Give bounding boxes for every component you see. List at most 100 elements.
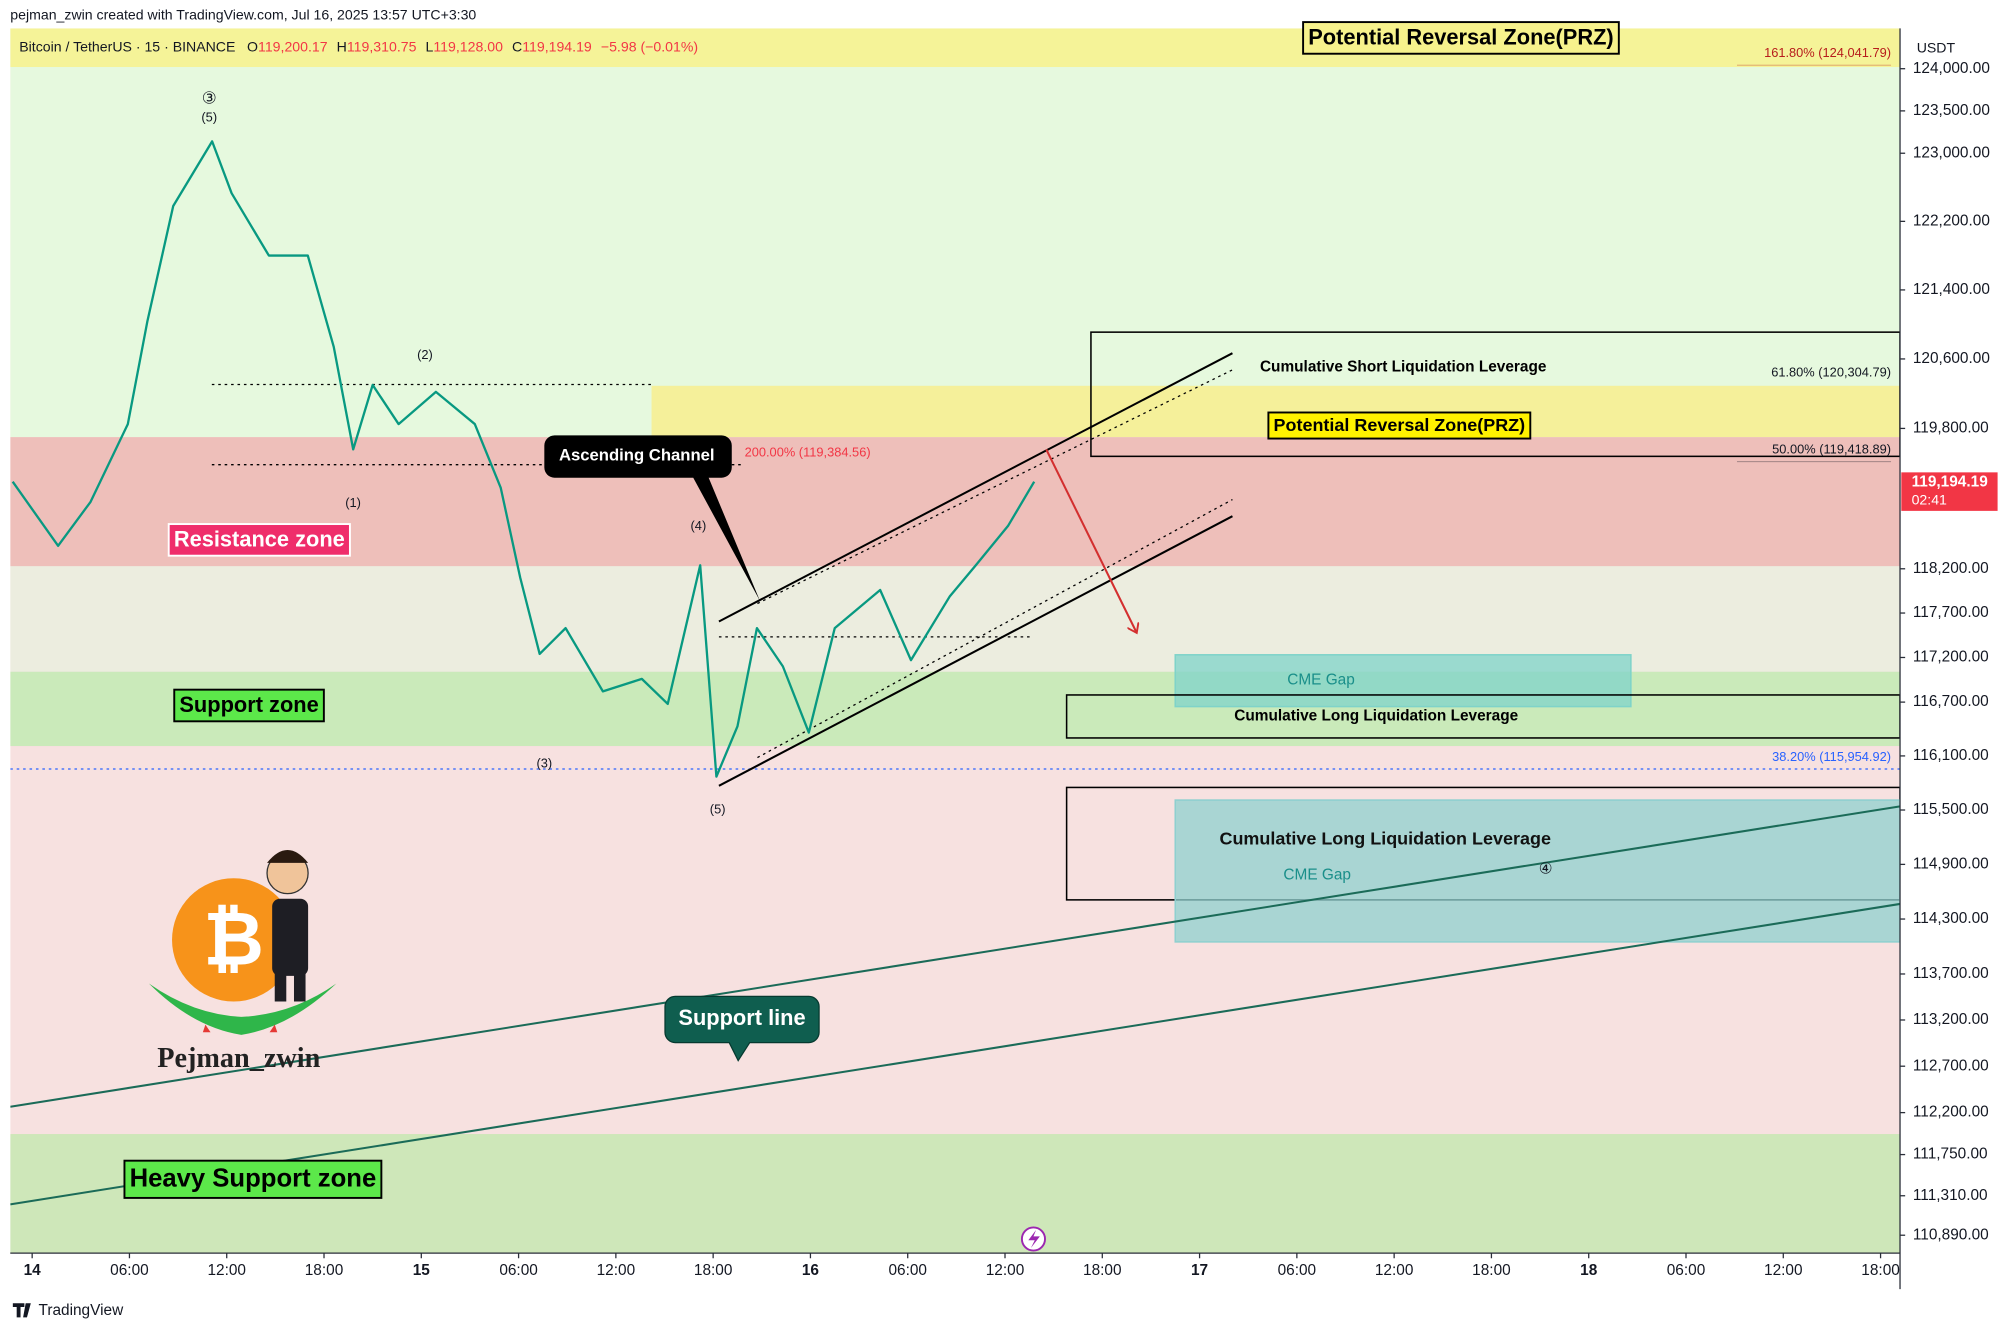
y-tick-label: 116,700.00 [1913, 693, 1989, 710]
zone-label-box [1267, 411, 1532, 440]
callout-shape [664, 995, 820, 1062]
wave-label: (3) [536, 755, 552, 770]
fib-label: 50.00% (119,418.89) [1772, 442, 1891, 457]
y-axis-panel [1900, 28, 2013, 1290]
x-tick-label: 06:00 [888, 1262, 927, 1279]
y-tick-label: 118,200.00 [1913, 560, 1989, 577]
axes: 124,000.00 123,500.00 123,000.00 122,200.00… [24, 60, 1998, 1279]
unit-box [1907, 36, 1998, 62]
y-tick-label: 114,300.00 [1913, 910, 1989, 927]
zone-label-box [1302, 21, 1620, 55]
y-tick-label: 119,800.00 [1913, 419, 1989, 436]
y-tick-label: 112,200.00 [1913, 1104, 1989, 1121]
logo-figure [267, 850, 309, 863]
x-tick-label: 06:00 [1278, 1262, 1317, 1279]
x-tick-label: 06:00 [499, 1262, 538, 1279]
y-tick-label: 111,750.00 [1913, 1146, 1988, 1163]
box-label: Cumulative Short Liquidation Leverage [1260, 358, 1547, 375]
cme-gap [1174, 654, 1632, 708]
channel-midline [757, 369, 1233, 605]
x-tick-label: 12:00 [986, 1262, 1025, 1279]
y-tick-label: 113,200.00 [1913, 1011, 1989, 1028]
x-tick-label: 12:00 [1764, 1262, 1803, 1279]
last-price-label: 119,194.19 [1912, 474, 1988, 491]
y-tick-label: 121,400.00 [1913, 281, 1990, 298]
x-tick-label: 18:00 [1861, 1262, 1900, 1279]
support-line-callout: Support line [664, 995, 820, 1062]
ohlc-value: 119,200.17 [258, 38, 328, 54]
brand-mark [12, 1303, 31, 1318]
ohlc-value: 119,128.00 [433, 38, 503, 54]
trendlines [10, 352, 1901, 1206]
logo-symbol: ₿ [203, 898, 264, 981]
zone-label: Support zone [179, 692, 318, 717]
y-tick-label: 117,700.00 [1913, 604, 1989, 621]
x-tick-label: 18:00 [1472, 1262, 1511, 1279]
fib-label: 200.00% (119,384.56) [745, 445, 871, 460]
y-tick-label: 115,500.00 [1913, 801, 1989, 818]
channel-midline [757, 498, 1233, 759]
y-tick-label: 122,200.00 [1913, 212, 1990, 229]
support-line [10, 902, 1901, 1206]
fib-label: 61.80% (120,304.79) [1771, 364, 1891, 379]
x-tick-label: 14 [24, 1262, 42, 1279]
logo-name: Pejman_zwin [157, 1043, 320, 1074]
callout-text: Ascending Channel [559, 445, 715, 464]
wave-label: (1) [345, 495, 361, 510]
credit: pejman_zwin created with TradingView.com… [10, 6, 476, 22]
ohlc-key: C [512, 38, 522, 54]
cme-gap [1174, 799, 1901, 943]
wave-label: (4) [691, 518, 707, 533]
fib-label: 38.20% (115,954.92) [1772, 749, 1891, 764]
channel-line [718, 515, 1233, 787]
box-label: CME Gap [1283, 867, 1351, 884]
zone-label: Potential Reversal Zone(PRZ) [1274, 415, 1526, 435]
symbol: Bitcoin / TetherUS · 15 · BINANCE [19, 38, 235, 54]
x-tick-label: 16 [802, 1262, 819, 1279]
price-line [11, 140, 1036, 778]
event-icon-bolt [1028, 1230, 1040, 1248]
ohlc-value: 119,310.75 [347, 38, 417, 54]
x-tick-label: 06:00 [110, 1262, 149, 1279]
y-tick-label: 110,890.00 [1913, 1226, 1989, 1243]
ascending-channel-callout: Ascending Channel [544, 435, 761, 601]
logo-figure [274, 973, 287, 1002]
x-tick-label: 06:00 [1667, 1262, 1706, 1279]
y-tick-label: 111,310.00 [1913, 1187, 1988, 1204]
zone-label: Heavy Support zone [130, 1165, 377, 1193]
x-tick-label: 12:00 [1375, 1262, 1414, 1279]
y-tick-label: 120,600.00 [1913, 350, 1990, 367]
last-price-tag [1901, 472, 1998, 511]
y-tick-label: 114,900.00 [1913, 855, 1989, 872]
wave-label: ④ [1539, 860, 1553, 877]
boxes [1065, 331, 1901, 943]
price-series [11, 140, 1036, 778]
wave-label: (5) [201, 110, 217, 125]
x-tick-label: 18:00 [694, 1262, 733, 1279]
x-axis-panel [0, 1253, 2013, 1290]
zone-label-box [167, 523, 351, 557]
channel-line [718, 352, 1233, 623]
zone-label-box [123, 1159, 383, 1199]
plot-background [10, 28, 1901, 1254]
x-tick-label: 18 [1580, 1262, 1598, 1279]
y-tick-label: 123,000.00 [1913, 144, 1990, 161]
brand: TradingView [39, 1302, 125, 1319]
x-tick-label: 12:00 [207, 1262, 246, 1279]
y-tick-label: 117,200.00 [1913, 649, 1989, 666]
x-tick-label: 18:00 [1083, 1262, 1122, 1279]
y-tick-label: 123,500.00 [1913, 102, 1990, 119]
ohlc-value: 119,194.19 [522, 38, 592, 54]
x-tick-label: 12:00 [597, 1262, 636, 1279]
wave-label: (2) [417, 347, 433, 362]
author-logo: ₿ Pejman_zwin [148, 850, 337, 1074]
wave-label: (5) [710, 802, 726, 817]
support-line [10, 805, 1901, 1108]
x-tick-label: 17 [1191, 1262, 1208, 1279]
projection-arrow [1045, 449, 1136, 631]
wave-label: ③ [202, 88, 217, 107]
zone-label: Potential Reversal Zone(PRZ) [1308, 24, 1613, 49]
y-tick-label: 124,000.00 [1913, 60, 1990, 77]
box-label: CME Gap [1287, 672, 1355, 689]
